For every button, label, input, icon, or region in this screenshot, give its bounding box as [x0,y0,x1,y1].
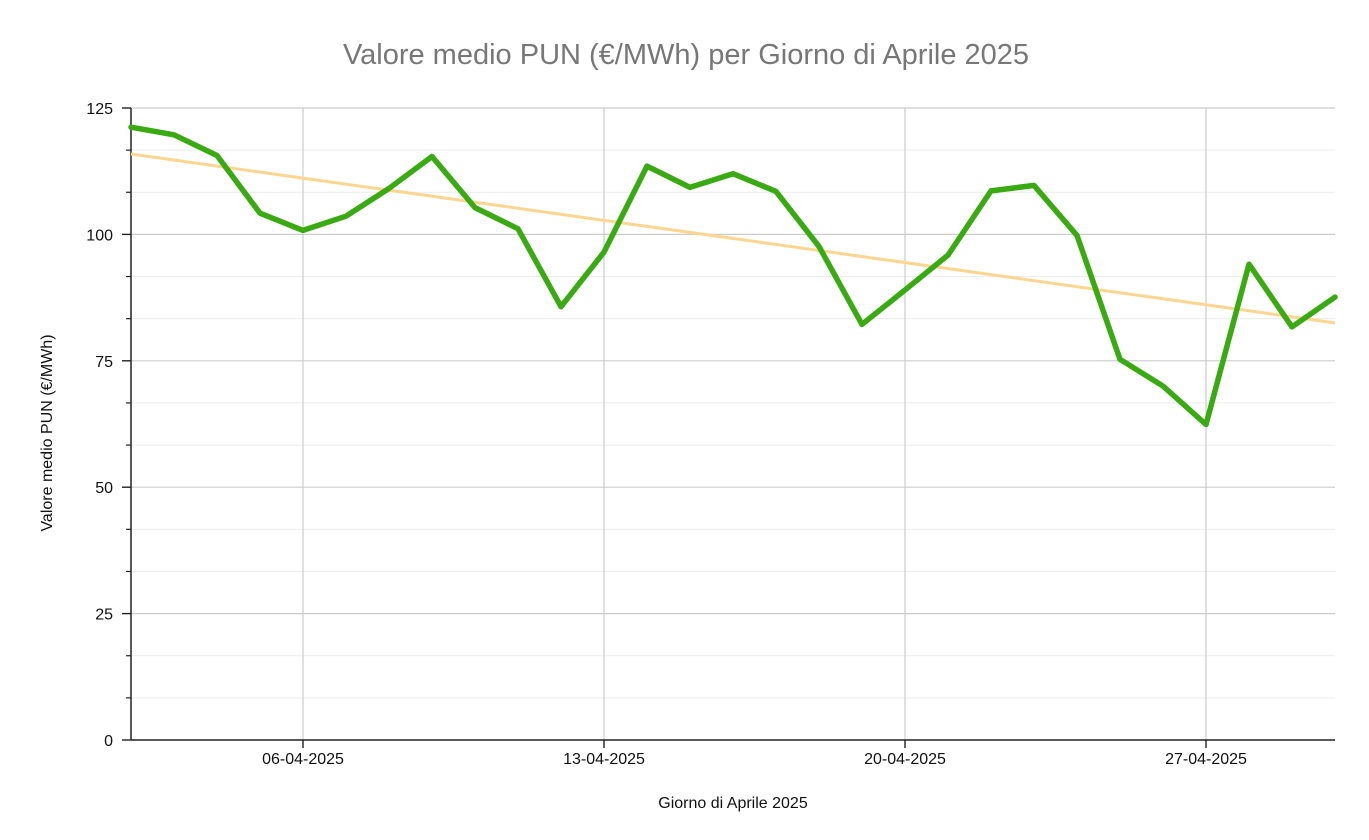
x-tick-label: 27-04-2025 [1165,751,1247,768]
y-tick-label: 0 [104,733,113,750]
axes [122,107,1335,748]
trendline [130,152,1336,325]
x-tick-label: 13-04-2025 [563,751,645,768]
x-tick-label: 20-04-2025 [864,751,946,768]
y-tick-label: 100 [86,227,113,244]
y-axis-label: Valore medio PUN (€/MWh) [39,334,56,531]
grid [131,107,1335,740]
pun-series-line [128,124,1338,428]
y-tick-label: 125 [86,101,113,118]
series-layer [128,124,1338,428]
y-tick-label: 50 [95,480,113,497]
tick-labels: 0 25 50 75 100 125 06-04-2025 13-04-2025 20-04-2… [86,101,1247,768]
x-axis-label: Giorno di Aprile 2025 [658,795,808,812]
x-tick-label: 06-04-2025 [262,751,344,768]
y-tick-label: 75 [95,354,113,371]
chart-title: Valore medio PUN (€/MWh) per Giorno di A… [343,39,1029,71]
y-tick-label: 25 [95,607,113,624]
